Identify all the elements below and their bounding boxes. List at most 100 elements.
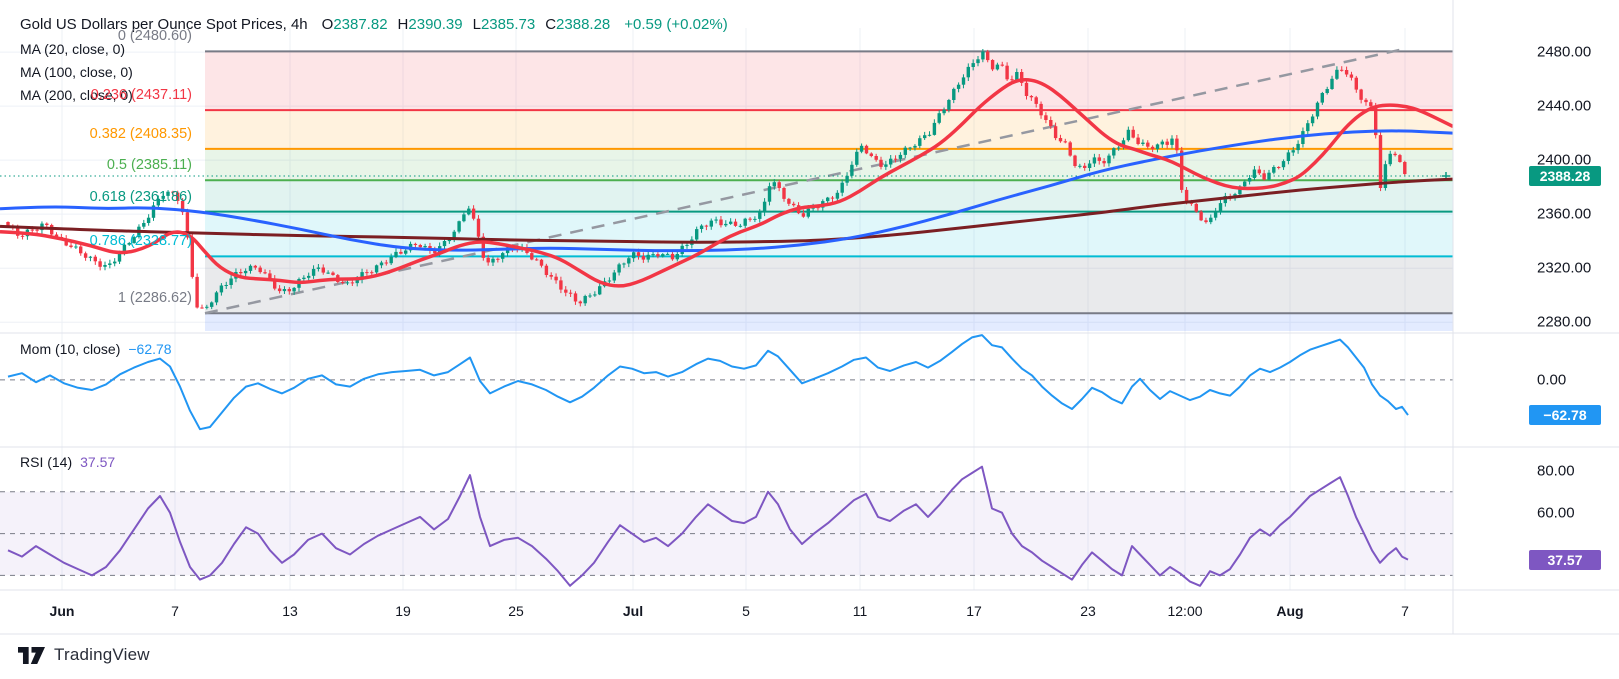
time-axis-label[interactable]: 7 bbox=[1401, 603, 1409, 619]
fib-level-label: 0.786 (2328.77) bbox=[89, 233, 192, 250]
price-axis-label[interactable]: 2280.00 bbox=[1537, 313, 1592, 331]
candle-body bbox=[826, 197, 830, 202]
time-axis-label[interactable]: Jul bbox=[622, 603, 644, 619]
rsi-axis-label[interactable]: 60.00 bbox=[1537, 504, 1575, 522]
candle-body bbox=[108, 263, 112, 265]
tradingview-logo-icon bbox=[18, 646, 45, 664]
momentum-legend-label: Mom (10, close) bbox=[20, 341, 121, 357]
last-price-badge: 2388.28 bbox=[1529, 165, 1601, 186]
candle-body bbox=[1005, 65, 1009, 80]
candle-body bbox=[1131, 129, 1135, 138]
candle-body bbox=[884, 164, 888, 167]
rsi-legend-value: 37.57 bbox=[80, 454, 116, 470]
candle-body bbox=[777, 182, 781, 188]
time-axis-label[interactable]: Jun bbox=[49, 603, 75, 619]
candle-body bbox=[462, 214, 466, 222]
candle-body bbox=[457, 221, 461, 232]
candle-body bbox=[1398, 155, 1402, 162]
candle-body bbox=[161, 195, 165, 199]
time-axis-label[interactable]: 12:00 bbox=[1167, 603, 1203, 619]
candle-body bbox=[142, 223, 146, 227]
candle-body bbox=[1359, 89, 1363, 100]
time-axis-label[interactable]: 5 bbox=[742, 603, 750, 619]
time-axis-label[interactable]: 13 bbox=[282, 603, 298, 619]
candle-body bbox=[651, 254, 655, 256]
price-axis-label[interactable]: 2480.00 bbox=[1537, 43, 1592, 61]
time-axis-label[interactable]: 23 bbox=[1080, 603, 1096, 619]
ohlc-values: O2387.82 H2390.39 L2385.73 C2388.28 bbox=[322, 16, 611, 33]
candle-body bbox=[593, 294, 597, 296]
candle-body bbox=[360, 272, 364, 280]
price-axis-label[interactable]: 2400.00 bbox=[1537, 151, 1592, 169]
ma-20-legend[interactable]: MA (20, close, 0) bbox=[20, 41, 126, 57]
candle-body bbox=[1112, 148, 1116, 156]
time-axis-label[interactable]: Aug bbox=[1276, 603, 1304, 619]
candle-body bbox=[573, 293, 578, 302]
rsi-axis-label[interactable]: 80.00 bbox=[1537, 462, 1575, 480]
candle-body bbox=[1010, 79, 1014, 81]
candle-body bbox=[840, 182, 844, 193]
candle-body bbox=[171, 191, 175, 193]
candle-body bbox=[554, 276, 558, 281]
candle-body bbox=[898, 154, 903, 159]
candle-body bbox=[365, 272, 369, 274]
candle-body bbox=[981, 51, 985, 60]
time-axis-label[interactable]: 11 bbox=[852, 603, 868, 619]
candle-body bbox=[1063, 141, 1067, 143]
candle-body bbox=[801, 213, 806, 217]
candle-body bbox=[229, 278, 233, 285]
candle-body bbox=[535, 259, 539, 261]
candle-body bbox=[859, 145, 864, 152]
time-axis-label[interactable]: 7 bbox=[171, 603, 179, 619]
price-axis-label[interactable]: 2360.00 bbox=[1537, 205, 1592, 223]
candle-body bbox=[243, 270, 248, 274]
candle-body bbox=[578, 301, 582, 304]
candle-body bbox=[151, 205, 156, 218]
rsi-value-badge: 37.57 bbox=[1529, 549, 1601, 570]
candle-body bbox=[792, 203, 796, 206]
candle-body bbox=[389, 256, 393, 264]
candle-body bbox=[1102, 161, 1106, 164]
candle-body bbox=[588, 295, 592, 297]
candle-body bbox=[379, 262, 384, 266]
ma-200-legend[interactable]: MA (200, close, 0) bbox=[20, 87, 133, 103]
momentum-legend[interactable]: Mom (10, close) −62.78 bbox=[20, 341, 172, 357]
candle-body bbox=[1117, 147, 1121, 149]
candle-body bbox=[132, 237, 136, 243]
rsi-legend[interactable]: RSI (14) 37.57 bbox=[20, 454, 115, 470]
candle-body bbox=[855, 151, 859, 165]
candle-body bbox=[772, 182, 776, 187]
price-axis-label[interactable]: 2320.00 bbox=[1537, 259, 1592, 277]
candle-body bbox=[311, 268, 316, 276]
time-axis-label[interactable]: 25 bbox=[508, 603, 524, 619]
candle-body bbox=[355, 279, 359, 284]
symbol-title[interactable]: Gold US Dollars per Ounce Spot Prices, 4… bbox=[20, 16, 308, 33]
candle-body bbox=[767, 186, 772, 202]
candle-body bbox=[1029, 96, 1034, 98]
candle-body bbox=[1320, 93, 1324, 103]
candle-body bbox=[549, 275, 553, 277]
candle-body bbox=[1393, 153, 1397, 156]
candle-body bbox=[413, 243, 418, 245]
candle-body bbox=[452, 231, 456, 240]
candle-body bbox=[1160, 141, 1164, 145]
momentum-axis-label[interactable]: 0.00 bbox=[1537, 371, 1567, 389]
candle-body bbox=[1223, 196, 1227, 204]
candle-body bbox=[205, 306, 209, 308]
time-axis-label[interactable]: 19 bbox=[395, 603, 411, 619]
candle-body bbox=[1180, 150, 1184, 190]
candle-body bbox=[1291, 150, 1295, 153]
ma-100-legend[interactable]: MA (100, close, 0) bbox=[20, 64, 133, 80]
time-axis-label[interactable]: 17 bbox=[966, 603, 982, 619]
price-axis-label[interactable]: 2440.00 bbox=[1537, 97, 1592, 115]
fib-band bbox=[205, 180, 1453, 212]
momentum-legend-value: −62.78 bbox=[128, 341, 172, 357]
rsi-legend-label: RSI (14) bbox=[20, 454, 73, 470]
candle-body bbox=[98, 261, 102, 267]
candle-body bbox=[864, 145, 869, 154]
tradingview-logo[interactable]: TradingView bbox=[18, 645, 150, 665]
candle-body bbox=[889, 158, 893, 165]
candle-body bbox=[1325, 89, 1329, 93]
candle-body bbox=[583, 296, 587, 304]
